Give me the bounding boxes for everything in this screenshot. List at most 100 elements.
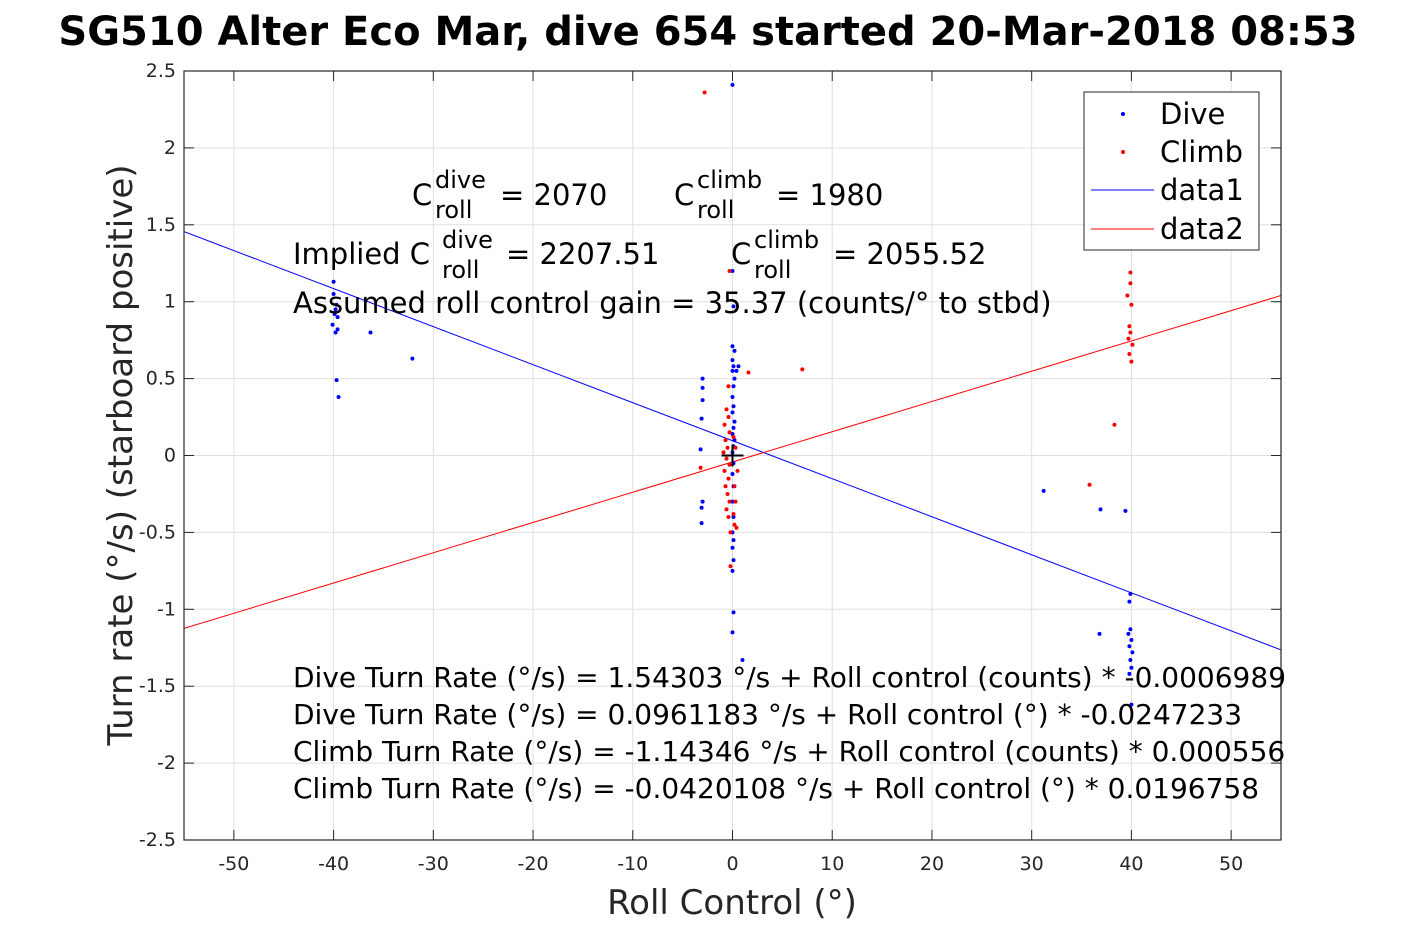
implied-dive-sub: roll: [442, 256, 479, 284]
climb-point: [1127, 351, 1132, 356]
dive-point: [731, 425, 736, 430]
implied-dive-annotation: Implied C dive roll = 2207.51: [293, 226, 659, 284]
climb-point: [1129, 359, 1134, 364]
dive-point: [731, 558, 736, 563]
climb-point: [735, 468, 740, 473]
equation-climb-counts: Climb Turn Rate (°/s) = -1.14346 °/s + R…: [293, 735, 1285, 768]
c-roll-climb-sub: roll: [697, 196, 734, 224]
dive-point: [1129, 665, 1134, 670]
y-tick-label: 1: [164, 291, 176, 313]
dive-point: [731, 384, 736, 389]
dive-point: [333, 307, 338, 312]
c-roll-climb-value: = 1980: [776, 178, 883, 212]
y-tick-label: -2: [157, 752, 176, 774]
dive-point: [1128, 627, 1133, 632]
equation-dive-counts: Dive Turn Rate (°/s) = 1.54303 °/s + Rol…: [293, 661, 1286, 694]
climb-point: [702, 90, 707, 95]
dive-point: [730, 410, 735, 415]
x-tick-label: -40: [318, 853, 349, 875]
legend-dive-marker: [1121, 112, 1125, 116]
dive-point: [700, 398, 705, 403]
x-tick-label: 30: [1020, 853, 1044, 875]
y-axis-ticks: -2.5 -2 -1.5 -1 -0.5 0 0.5 1 1.5 2 2.5: [139, 60, 1281, 851]
legend-data2-label: data2: [1160, 212, 1244, 246]
dive-point: [1126, 631, 1131, 636]
x-axis-ticks: -50 -40 -30 -20 -10 0 10 20 30 40 50: [218, 71, 1243, 875]
dive-point: [335, 315, 340, 320]
climb-point: [727, 430, 732, 435]
dive-point: [336, 395, 341, 400]
x-axis-label: Roll Control (°): [607, 883, 857, 923]
dive-point: [1127, 599, 1132, 604]
dive-point: [330, 322, 335, 327]
climb-point: [731, 435, 736, 440]
dive-point: [332, 312, 337, 317]
climb-point: [1112, 422, 1117, 427]
climb-point: [1126, 336, 1131, 341]
dive-point: [1130, 650, 1135, 655]
dive-point: [1128, 658, 1133, 663]
climb-point: [1130, 342, 1135, 347]
climb-points: [698, 90, 1135, 569]
dive-point: [730, 568, 735, 573]
dive-point: [331, 279, 336, 284]
c-roll-dive-sub: roll: [435, 196, 472, 224]
climb-point: [732, 522, 737, 527]
climb-point: [727, 499, 732, 504]
dive-point: [1123, 508, 1128, 513]
climb-point: [727, 268, 732, 273]
dive-point: [699, 416, 704, 421]
dive-point: [730, 368, 735, 373]
equation-dive-degrees: Dive Turn Rate (°/s) = 0.0961183 °/s + R…: [293, 698, 1242, 731]
climb-point: [722, 468, 727, 473]
x-tick-label: 20: [920, 853, 944, 875]
climb-point: [727, 462, 732, 467]
dive-point: [1129, 638, 1134, 643]
climb-point: [1128, 330, 1133, 335]
climb-point: [733, 445, 738, 450]
climb-point: [722, 422, 727, 427]
climb-point: [723, 484, 728, 489]
dive-point: [1127, 644, 1132, 649]
c-roll-climb-annotation: C climb roll = 1980: [674, 166, 883, 224]
y-tick-label: 2: [164, 137, 176, 159]
roll-gain-annotation: Assumed roll control gain = 35.37 (count…: [293, 286, 1052, 320]
dive-point: [732, 419, 737, 424]
y-tick-label: -0.5: [139, 521, 176, 543]
y-axis-label: Turn rate (°/s) (starboard positive): [101, 164, 141, 746]
dive-point: [699, 505, 704, 510]
dive-point: [730, 471, 735, 476]
dive-point: [731, 538, 736, 543]
implied-dive-prefix: Implied C: [293, 237, 430, 271]
dive-point: [730, 268, 735, 273]
dive-point: [732, 438, 737, 443]
dive-point: [1128, 591, 1133, 596]
dive-point: [730, 344, 735, 349]
implied-climb-sub: roll: [754, 256, 791, 284]
dive-point: [731, 515, 736, 520]
dive-point: [1098, 507, 1103, 512]
climb-point: [1129, 302, 1134, 307]
c-roll-dive-sup: dive: [435, 166, 486, 194]
climb-point: [800, 367, 805, 372]
dive-point: [1127, 671, 1132, 676]
climb-point: [1087, 482, 1092, 487]
y-tick-label: 0: [164, 445, 176, 467]
dive-point: [331, 292, 336, 297]
equation-climb-degrees: Climb Turn Rate (°/s) = -0.0420108 °/s +…: [293, 772, 1259, 805]
dive-point: [732, 376, 737, 381]
dive-point: [732, 348, 737, 353]
dive-point: [700, 385, 705, 390]
dive-point: [410, 356, 415, 361]
x-tick-label: -30: [418, 853, 449, 875]
dive-point: [731, 364, 736, 369]
climb-point: [726, 515, 731, 520]
dive-point: [736, 364, 741, 369]
dive-point: [730, 499, 735, 504]
climb-point: [734, 525, 739, 530]
climb-point: [728, 530, 733, 535]
dive-point: [1041, 488, 1046, 493]
climb-point: [698, 465, 703, 470]
x-tick-label: 40: [1119, 853, 1143, 875]
climb-point: [1127, 324, 1132, 329]
